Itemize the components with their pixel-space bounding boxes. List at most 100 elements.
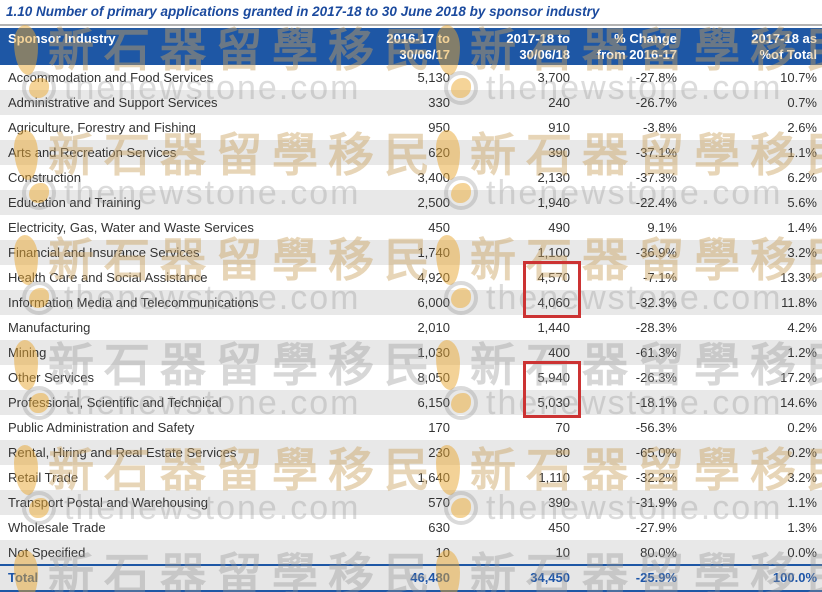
cell-industry: Manufacturing — [8, 320, 91, 335]
cell-2016-17: 3,400 — [417, 170, 450, 185]
cell-2017-18: 240 — [455, 90, 575, 115]
cell-2017-18: 80 — [455, 440, 575, 465]
cell-pct-change: -37.3% — [635, 170, 677, 185]
cell-industry: Arts and Recreation Services — [0, 140, 360, 165]
cell-2017-18: 70 — [555, 420, 570, 435]
cell-pct-of-total: 0.2% — [787, 420, 817, 435]
table-body: Accommodation and Food Services 5,130 3,… — [0, 65, 822, 565]
cell-industry: Administrative and Support Services — [0, 90, 360, 115]
cell-2016-17: 10 — [360, 540, 455, 565]
table-row: Arts and Recreation Services 620 390 -37… — [0, 140, 822, 165]
cell-total-label: Total — [0, 564, 360, 592]
table-row: Retail Trade 1,640 1,110 -32.2% 3.2% — [0, 465, 822, 490]
cell-2017-18: 4,060 — [455, 290, 575, 315]
cell-pct-change: -32.3% — [575, 290, 682, 315]
cell-2017-18: 5,940 — [537, 370, 570, 385]
table-row: Financial and Insurance Services 1,740 1… — [0, 240, 822, 265]
cell-pct-change: -32.2% — [635, 470, 677, 485]
cell-industry: Retail Trade — [8, 470, 79, 485]
cell-pct-of-total: 1.2% — [682, 340, 822, 365]
cell-pct-of-total: 6.2% — [787, 170, 817, 185]
cell-2016-17: 1,640 — [417, 470, 450, 485]
cell-industry: Other Services — [8, 370, 94, 385]
cell-pct-of-total: 10.7% — [780, 70, 817, 85]
column-header-pct-of-total: 2017-18 as %of Total — [682, 28, 822, 65]
cell-2016-17: 2,010 — [417, 320, 450, 335]
cell-2017-18: 490 — [548, 220, 570, 235]
cell-2016-17: 230 — [360, 440, 455, 465]
column-header-2017-18: 2017-18 to 30/06/18 — [455, 28, 575, 65]
cell-industry: Financial and Insurance Services — [0, 240, 360, 265]
cell-2016-17: 450 — [428, 220, 450, 235]
cell-2017-18: 1,940 — [455, 190, 575, 215]
cell-industry: Accommodation and Food Services — [8, 70, 214, 85]
column-header-2016-17: 2016-17 to 30/06/17 — [360, 28, 455, 65]
cell-pct-of-total: 1.4% — [787, 220, 817, 235]
cell-pct-change: -65.0% — [575, 440, 682, 465]
cell-2017-18: 390 — [455, 490, 575, 515]
cell-total-pct-change: -25.9% — [575, 564, 682, 592]
cell-pct-of-total: 1.3% — [787, 520, 817, 535]
cell-2016-17: 570 — [360, 490, 455, 515]
cell-pct-change: -3.8% — [643, 120, 677, 135]
cell-2017-18: 3,700 — [537, 70, 570, 85]
table-row: Transport Postal and Warehousing 570 390… — [0, 490, 822, 515]
table-row: Administrative and Support Services 330 … — [0, 90, 822, 115]
cell-pct-of-total: 0.0% — [682, 540, 822, 565]
table-row: Education and Training 2,500 1,940 -22.4… — [0, 190, 822, 215]
table-header: Sponsor Industry 2016-17 to 30/06/17 201… — [0, 28, 822, 65]
cell-2016-17: 5,130 — [417, 70, 450, 85]
cell-total-pct-of-total: 100.0% — [682, 564, 822, 592]
cell-industry: Public Administration and Safety — [8, 420, 195, 435]
cell-2017-18: 1,110 — [538, 470, 570, 485]
cell-2017-18: 5,030 — [455, 390, 575, 415]
cell-2017-18: 1,100 — [455, 240, 575, 265]
cell-2016-17: 6,150 — [360, 390, 455, 415]
cell-2016-17: 8,050 — [417, 370, 450, 385]
table-row: Accommodation and Food Services 5,130 3,… — [0, 65, 822, 90]
cell-industry: Health Care and Social Assistance — [8, 270, 208, 285]
cell-pct-change: -22.4% — [575, 190, 682, 215]
cell-2016-17: 170 — [428, 420, 450, 435]
table-row: Public Administration and Safety 170 70 … — [0, 415, 822, 440]
table-row: Construction 3,400 2,130 -37.3% 6.2% — [0, 165, 822, 190]
cell-2016-17: 630 — [428, 520, 450, 535]
cell-2016-17: 950 — [428, 120, 450, 135]
cell-2017-18: 400 — [455, 340, 575, 365]
column-header-pct-change: % Change from 2016-17 — [575, 28, 682, 65]
cell-pct-of-total: 11.8% — [682, 290, 822, 315]
cell-2017-18: 4,570 — [537, 270, 570, 285]
cell-2017-18: 1,440 — [537, 320, 570, 335]
total-row: Total 46,480 34,450 -25.9% 100.0% — [0, 564, 822, 592]
table-row: Health Care and Social Assistance 4,920 … — [0, 265, 822, 290]
cell-industry: Agriculture, Forestry and Fishing — [8, 120, 196, 135]
sponsor-industry-table: Sponsor Industry 2016-17 to 30/06/17 201… — [0, 28, 822, 592]
cell-2017-18: 450 — [548, 520, 570, 535]
cell-industry: Rental, Hiring and Real Estate Services — [0, 440, 360, 465]
cell-pct-of-total: 14.6% — [682, 390, 822, 415]
cell-total-2016-17: 46,480 — [360, 564, 455, 592]
cell-2016-17: 1,030 — [360, 340, 455, 365]
cell-pct-of-total: 17.2% — [780, 370, 817, 385]
cell-pct-of-total: 1.1% — [682, 490, 822, 515]
table-title: 1.10 Number of primary applications gran… — [6, 4, 600, 19]
table-footer: Total 46,480 34,450 -25.9% 100.0% — [0, 564, 822, 592]
cell-industry: Transport Postal and Warehousing — [0, 490, 360, 515]
cell-2017-18: 390 — [455, 140, 575, 165]
table-row: Other Services 8,050 5,940 -26.3% 17.2% — [0, 365, 822, 390]
cell-pct-of-total: 1.1% — [682, 140, 822, 165]
title-divider — [0, 24, 822, 26]
cell-industry: Professional, Scientific and Technical — [0, 390, 360, 415]
cell-industry: Education and Training — [0, 190, 360, 215]
table-row: Information Media and Telecommunications… — [0, 290, 822, 315]
cell-pct-of-total: 5.6% — [682, 190, 822, 215]
cell-total-2017-18: 34,450 — [455, 564, 575, 592]
cell-2016-17: 6,000 — [360, 290, 455, 315]
cell-pct-change: -27.8% — [635, 70, 677, 85]
cell-pct-of-total: 2.6% — [787, 120, 817, 135]
cell-pct-change: -18.1% — [575, 390, 682, 415]
cell-pct-of-total: 0.7% — [682, 90, 822, 115]
cell-pct-change: -61.3% — [575, 340, 682, 365]
cell-2017-18: 2,130 — [537, 170, 570, 185]
